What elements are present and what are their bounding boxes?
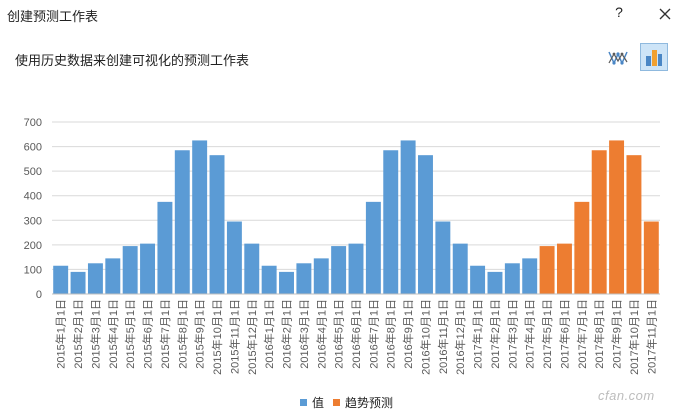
bar <box>504 263 520 294</box>
x-tick-label: 2015年7月1日 <box>158 299 172 369</box>
x-tick-label: 2016年5月1日 <box>332 299 346 369</box>
legend-item-forecast[interactable]: 趋势预测 <box>333 395 394 410</box>
line-chart-icon <box>608 51 628 65</box>
title-bar: 创建预测工作表 ? <box>0 0 685 30</box>
x-tick-label: 2015年12月1日 <box>245 299 259 375</box>
x-tick-label: 2015年1月1日 <box>54 299 68 369</box>
bar <box>365 201 381 294</box>
x-tick-label: 2016年11月1日 <box>436 299 450 374</box>
close-button[interactable] <box>656 5 674 23</box>
close-icon <box>659 8 671 20</box>
x-tick-label: 2017年7月1日 <box>575 299 589 369</box>
y-tick-label: 700 <box>24 117 42 129</box>
y-tick-label: 500 <box>24 166 42 178</box>
bar <box>279 271 294 294</box>
x-tick-label: 2016年9月1日 <box>401 299 415 369</box>
help-button[interactable]: ? <box>615 4 623 20</box>
x-tick-label: 2015年9月1日 <box>193 299 207 369</box>
bar <box>192 140 208 294</box>
bar <box>105 258 121 294</box>
legend-label-forecast: 趋势预测 <box>345 395 394 410</box>
watermark-text: cfan.com <box>598 388 655 403</box>
y-tick-label: 100 <box>24 264 42 276</box>
x-tick-label: 2016年3月1日 <box>297 299 311 369</box>
x-tick-label: 2017年5月1日 <box>540 299 554 369</box>
bar <box>574 201 590 294</box>
x-tick-label: 2016年7月1日 <box>366 299 380 369</box>
bar <box>53 265 69 294</box>
bar <box>643 221 659 294</box>
x-tick-label: 2016年4月1日 <box>314 299 328 369</box>
legend-swatch-forecast <box>333 398 340 406</box>
x-tick-label: 2017年1月1日 <box>471 299 485 369</box>
bar <box>539 246 555 294</box>
legend-item-actual[interactable]: 值 <box>300 395 325 410</box>
bar <box>556 243 572 294</box>
bar <box>452 243 468 294</box>
bar <box>313 258 329 294</box>
bar <box>487 271 503 294</box>
x-tick-label: 2017年9月1日 <box>610 299 624 369</box>
bar <box>331 246 347 294</box>
y-tick-label: 600 <box>24 142 42 154</box>
bar <box>522 258 538 294</box>
bar <box>261 265 277 294</box>
x-tick-label: 2015年10月1日 <box>210 299 224 375</box>
bar <box>70 271 86 294</box>
x-tick-label: 2016年12月1日 <box>453 299 467 375</box>
x-tick-label: 2017年10月1日 <box>627 299 641 375</box>
x-tick-label: 2015年6月1日 <box>141 299 155 369</box>
bar <box>174 150 190 294</box>
bar <box>626 155 642 294</box>
window-title: 创建预测工作表 <box>7 9 99 24</box>
legend-swatch-actual <box>300 398 307 406</box>
bar <box>226 221 242 294</box>
x-tick-label: 2017年3月1日 <box>505 299 519 369</box>
bar <box>157 201 173 294</box>
dialog-subtitle: 使用历史数据来创建可视化的预测工作表 <box>15 53 250 68</box>
x-tick-label: 2015年8月1日 <box>175 299 189 369</box>
column-chart-button[interactable] <box>640 43 668 71</box>
y-tick-label: 0 <box>36 289 42 301</box>
x-tick-label: 2017年2月1日 <box>488 299 502 369</box>
bar <box>591 150 607 294</box>
bar <box>87 263 103 294</box>
bar <box>383 150 399 294</box>
bar <box>244 243 260 294</box>
column-chart-icon <box>646 50 662 66</box>
bar <box>470 265 486 294</box>
y-tick-label: 400 <box>24 191 42 203</box>
legend-label-actual: 值 <box>312 395 325 410</box>
x-tick-label: 2017年4月1日 <box>523 299 537 369</box>
y-tick-label: 200 <box>24 240 42 252</box>
bar <box>140 243 156 294</box>
x-tick-label: 2016年8月1日 <box>384 299 398 369</box>
x-tick-label: 2015年3月1日 <box>88 299 102 369</box>
x-tick-label: 2016年1月1日 <box>262 299 276 369</box>
x-tick-label: 2016年10月1日 <box>418 299 432 375</box>
bar <box>435 221 451 294</box>
bar <box>122 246 138 294</box>
x-tick-label: 2017年6月1日 <box>557 299 571 369</box>
x-tick-label: 2017年11月1日 <box>644 299 658 374</box>
bar <box>609 140 625 294</box>
x-tick-label: 2015年11月1日 <box>227 299 241 374</box>
forecast-column-chart: 0 100 200 300 400 500 600 700 2015年1月1日 2015年2月1日… <box>24 117 660 375</box>
x-tick-label: 2015年5月1日 <box>123 299 137 369</box>
line-chart-button[interactable] <box>604 43 632 71</box>
bar <box>418 155 433 294</box>
bar <box>348 243 364 294</box>
x-tick-label: 2016年2月1日 <box>280 299 294 369</box>
bar <box>209 155 225 294</box>
x-tick-label: 2016年6月1日 <box>349 299 363 369</box>
x-tick-label: 2015年2月1日 <box>71 299 85 369</box>
x-tick-label: 2015年4月1日 <box>106 299 120 369</box>
x-tick-label: 2017年8月1日 <box>592 299 606 369</box>
bar <box>400 140 416 294</box>
y-tick-label: 300 <box>24 215 42 227</box>
bar <box>296 263 312 294</box>
